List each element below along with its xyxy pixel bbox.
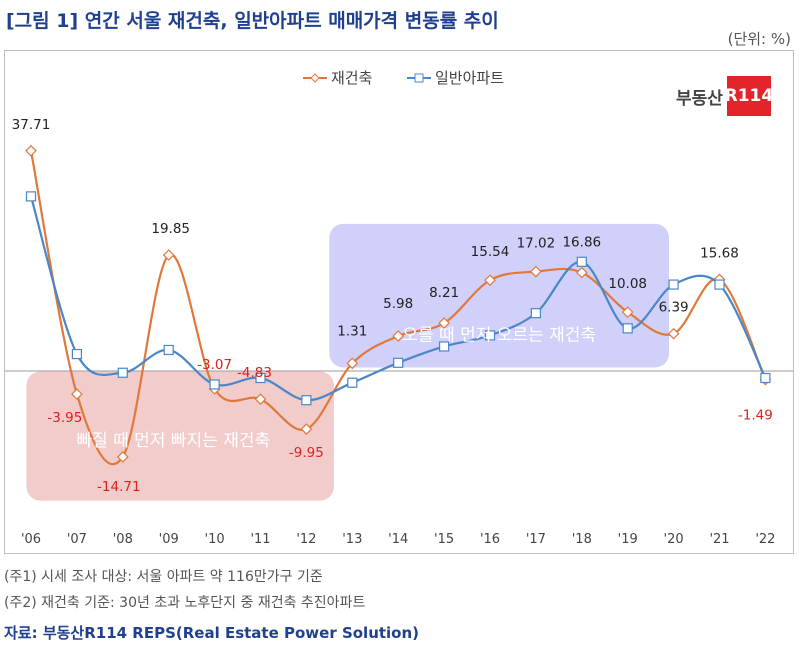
data-label: -4.83 bbox=[237, 365, 272, 381]
legend-marker bbox=[310, 73, 320, 83]
x-tick-label: '07 bbox=[67, 532, 87, 547]
data-label: -3.95 bbox=[47, 410, 82, 426]
unit-label: (단위: %) bbox=[727, 30, 791, 48]
data-label: 15.54 bbox=[471, 244, 510, 260]
data-point bbox=[393, 357, 404, 368]
data-point bbox=[254, 393, 267, 406]
data-label: -14.71 bbox=[97, 479, 141, 495]
data-label: 10.08 bbox=[608, 276, 647, 292]
data-point bbox=[484, 274, 496, 287]
data-label: 6.39 bbox=[659, 300, 689, 316]
x-tick-label: '14 bbox=[388, 532, 408, 547]
data-point bbox=[163, 344, 174, 356]
chart-area: '06 '07 '08 '09 '10 '11 '12 '13 '14 '15 '16 '17 '18 '… bbox=[4, 50, 794, 554]
data-point bbox=[209, 379, 220, 390]
data-point bbox=[439, 341, 450, 352]
data-point bbox=[576, 256, 587, 267]
data-point bbox=[621, 306, 634, 318]
data-point bbox=[760, 372, 771, 384]
data-label: 1.31 bbox=[337, 323, 367, 339]
data-point bbox=[530, 308, 542, 319]
data-point bbox=[668, 279, 679, 290]
source-note: 자료: 부동산R114 REPS(Real Estate Power Solut… bbox=[4, 624, 420, 642]
legend-marker bbox=[414, 73, 424, 83]
chart-title: [그림 1] 연간 서울 재건축, 일반아파트 매매가격 변동률 추이 bbox=[6, 10, 499, 32]
annotation-text: 빠질 때 먼저 빠지는 재건축 bbox=[76, 431, 270, 451]
x-tick-label: '19 bbox=[618, 532, 638, 547]
data-label: 17.02 bbox=[517, 236, 556, 252]
logo-text: 부동산 bbox=[676, 88, 723, 109]
legend-label: 재건축 bbox=[331, 69, 372, 87]
data-label: 5.98 bbox=[383, 296, 413, 312]
data-point bbox=[347, 377, 358, 388]
x-tick-label: '09 bbox=[159, 532, 179, 547]
x-tick-label: '18 bbox=[572, 532, 592, 547]
data-point bbox=[71, 388, 83, 400]
brand-logo: 부동산 R114 bbox=[676, 76, 773, 116]
data-label: 37.71 bbox=[12, 117, 51, 133]
data-point bbox=[300, 423, 313, 435]
data-point bbox=[667, 327, 680, 340]
logo-badge: R114 bbox=[725, 76, 773, 116]
data-label: 19.85 bbox=[151, 221, 190, 237]
data-point bbox=[622, 323, 633, 334]
data-label: -1.49 bbox=[738, 408, 773, 424]
annotation-box bbox=[26, 371, 334, 501]
footnote-1: (주1) 시세 조사 대상: 서울 아파트 약 116만가구 기준 bbox=[4, 569, 323, 585]
data-label: -9.95 bbox=[289, 445, 324, 461]
x-tick-label: '13 bbox=[342, 532, 362, 547]
legend-item-1: 재건축 bbox=[303, 69, 372, 87]
data-point bbox=[714, 279, 725, 290]
data-point bbox=[530, 265, 542, 278]
data-label: 15.68 bbox=[700, 245, 739, 261]
x-tick-label: '22 bbox=[755, 532, 775, 547]
data-label: -3.07 bbox=[197, 357, 232, 373]
data-label: 16.86 bbox=[562, 235, 601, 251]
line-chart: '06 '07 '08 '09 '10 '11 '12 '13 '14 '15 '16 '17 '18 '… bbox=[5, 69, 793, 547]
data-point bbox=[255, 372, 266, 384]
data-point bbox=[71, 348, 83, 360]
x-tick-label: '12 bbox=[296, 532, 316, 547]
x-tick-label: '17 bbox=[526, 532, 546, 547]
data-point bbox=[162, 249, 175, 261]
data-label: 8.21 bbox=[429, 285, 459, 301]
data-point bbox=[575, 266, 588, 279]
x-tick-label: '10 bbox=[205, 532, 225, 547]
x-tick-label: '11 bbox=[250, 532, 270, 547]
footnote-2: (주2) 재건축 기준: 30년 초과 노후단지 중 재건축 추진아파트 bbox=[4, 595, 366, 611]
x-tick-label: '06 bbox=[21, 532, 41, 547]
x-tick-label: '16 bbox=[480, 532, 500, 547]
data-point bbox=[25, 191, 37, 202]
x-tick-label: '20 bbox=[664, 532, 684, 547]
data-point bbox=[484, 330, 496, 341]
legend-label: 일반아파트 bbox=[435, 69, 504, 87]
data-point bbox=[301, 395, 312, 406]
data-point bbox=[116, 451, 129, 463]
data-point bbox=[392, 330, 405, 342]
data-point bbox=[438, 317, 450, 329]
data-point bbox=[25, 144, 37, 157]
annotation-text: 오를 때 먼저 오르는 재건축 bbox=[402, 326, 596, 346]
data-point bbox=[346, 357, 359, 370]
legend-item-2: 일반아파트 bbox=[407, 69, 504, 87]
x-tick-label: '15 bbox=[434, 532, 454, 547]
x-tick-label: '21 bbox=[709, 532, 729, 547]
x-tick-label: '08 bbox=[113, 532, 133, 547]
data-point bbox=[117, 367, 128, 378]
